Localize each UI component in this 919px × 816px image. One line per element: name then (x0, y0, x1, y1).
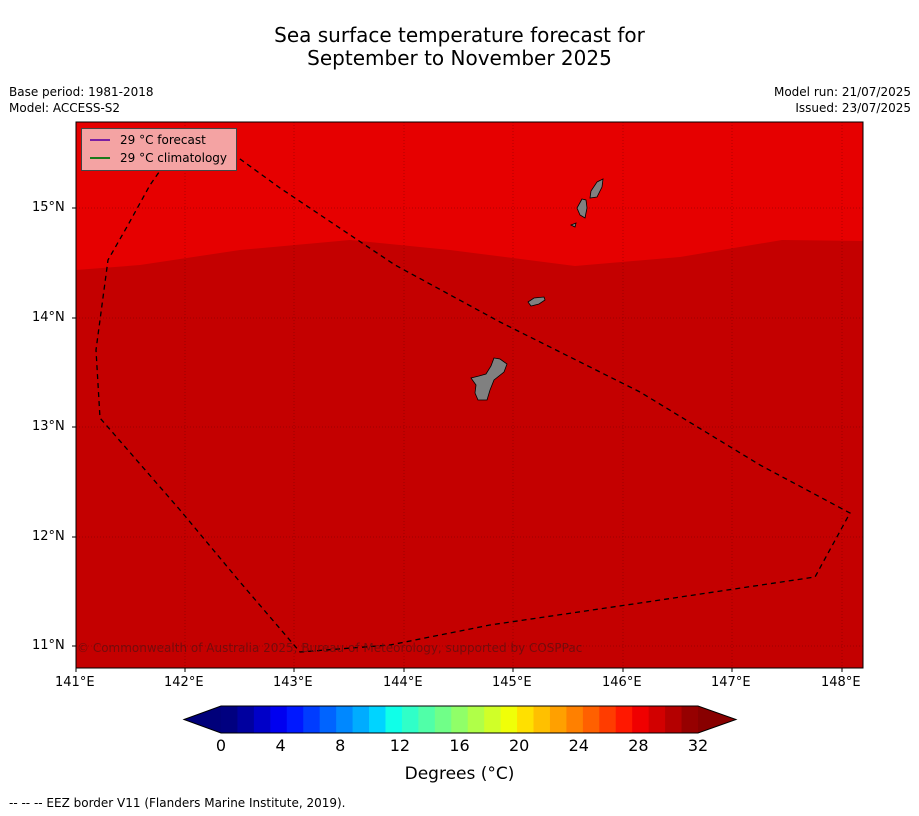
colorbar-under-arrow (184, 706, 221, 733)
colorbar-segment (336, 706, 354, 733)
colorbar-segment (451, 706, 469, 733)
colorbar-tick-label: 24 (568, 736, 589, 755)
colorbar-segment (615, 706, 633, 733)
colorbar-tick-label: 16 (449, 736, 470, 755)
chart-title-line2: September to November 2025 (307, 46, 612, 70)
colorbar-segment (517, 706, 535, 733)
colorbar-over-arrow (698, 706, 736, 733)
lon-tick-label: 141°E (55, 675, 95, 690)
model-text: Model: ACCESS-S2 (9, 101, 121, 115)
colorbar-segment (237, 706, 255, 733)
lon-tick-label: 142°E (164, 675, 204, 690)
colorbar-tick-label: 32 (687, 736, 709, 755)
rota-island (527, 296, 546, 307)
colorbar-tick-label: 0 (215, 736, 227, 755)
chart-title-line1: Sea surface temperature forecast for (274, 23, 645, 47)
lon-tick-label: 146°E (602, 675, 642, 690)
map-gridlines (76, 122, 863, 668)
lat-tick-label: 11°N (32, 638, 65, 653)
colorbar-segment (500, 706, 518, 733)
colorbar-segment (270, 706, 288, 733)
aguijan-island (570, 222, 577, 228)
legend-forecast-label: 29 °C forecast (120, 133, 206, 147)
legend-forecast-line (90, 139, 110, 141)
base-period-text: Base period: 1981-2018 (9, 85, 154, 99)
legend-climatology-row: 29 °C climatology (90, 150, 227, 166)
lat-tick-label: 12°N (32, 529, 65, 544)
lat-tick-marks (72, 207, 76, 647)
legend-climatology-label: 29 °C climatology (120, 151, 228, 165)
colorbar-segment (665, 706, 683, 733)
eez-border-line (95, 142, 851, 653)
islands (470, 178, 604, 401)
map-legend: 29 °C forecast 29 °C climatology (81, 128, 237, 171)
colorbar-outline (182, 705, 738, 734)
colorbar-segment (369, 706, 387, 733)
colorbar-segment (286, 706, 304, 733)
colorbar-segment (599, 706, 617, 733)
colorbar-segment (484, 706, 502, 733)
lat-tick-label: 13°N (32, 419, 65, 434)
colorbar-label: Degrees (°C) (404, 764, 515, 784)
colorbar-tick-label: 4 (275, 736, 286, 755)
colorbar-segment (582, 706, 600, 733)
lat-tick-label: 14°N (32, 310, 65, 325)
colorbar-segment (385, 706, 403, 733)
hot-temperature-zone (76, 240, 863, 668)
colorbar-segment (352, 706, 370, 733)
issued-text: Issued: 23/07/2025 (795, 101, 911, 115)
colorbar-segment (253, 706, 271, 733)
colorbar-segment (303, 706, 321, 733)
colorbar-segment (566, 706, 584, 733)
tinian-island (576, 198, 588, 219)
colorbar-segment (401, 706, 419, 733)
legend-forecast-row: 29 °C forecast (90, 132, 206, 148)
colorbar-tick-label: 28 (628, 736, 649, 755)
colorbar-segment (319, 706, 337, 733)
colorbar-segment (418, 706, 436, 733)
lon-tick-label: 144°E (383, 675, 423, 690)
colorbar-segment (681, 706, 699, 733)
colorbar-segment (632, 706, 650, 733)
colorbar-segment (533, 706, 551, 733)
colorbar (182, 705, 738, 734)
colorbar-segment (221, 706, 239, 733)
lon-tick-label: 147°E (711, 675, 751, 690)
saipan-island (589, 178, 604, 199)
colorbar-tick-label: 8 (335, 736, 346, 755)
colorbar-segment (434, 706, 452, 733)
legend-climatology-line (90, 157, 110, 159)
copyright-text: © Commonwealth of Australia 2025, Bureau… (77, 641, 583, 655)
lon-tick-label: 148°E (821, 675, 861, 690)
colorbar-segment (467, 706, 485, 733)
lon-tick-marks (75, 668, 843, 672)
guam-island (470, 357, 508, 401)
model-run-text: Model run: 21/07/2025 (773, 85, 911, 99)
lat-tick-label: 15°N (32, 200, 65, 215)
eez-footnote: -- -- -- EEZ border V11 (Flanders Marine… (9, 796, 346, 810)
map-frame (75, 121, 864, 669)
lon-tick-label: 143°E (273, 675, 313, 690)
colorbar-segment (648, 706, 666, 733)
colorbar-tick-label: 12 (389, 736, 411, 755)
lon-tick-label: 145°E (492, 675, 532, 690)
colorbar-segment (549, 706, 568, 733)
colorbar-tick-label: 20 (508, 736, 530, 755)
